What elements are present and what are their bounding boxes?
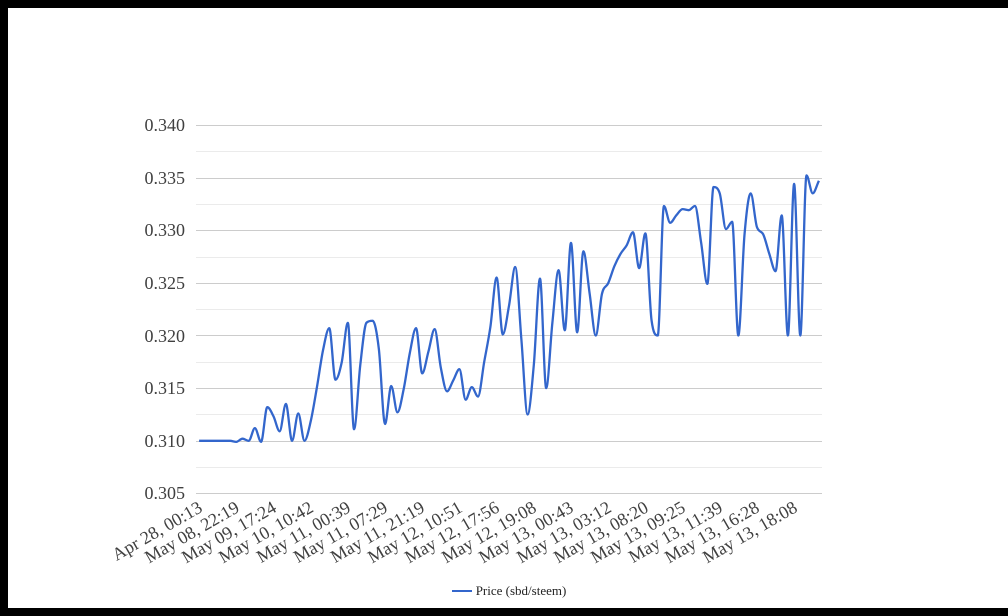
y-axis-label: 0.310: [144, 430, 186, 451]
y-axis-label: 0.305: [144, 483, 186, 504]
legend-line-swatch: [451, 589, 472, 592]
window-frame-left: [0, 0, 8, 616]
major-gridlines: [196, 125, 822, 494]
legend: Price (sbd/steem): [196, 583, 822, 598]
window-frame-top: [0, 0, 1008, 8]
price-series-line[interactable]: [199, 174, 820, 443]
y-axis-label: 0.330: [144, 220, 186, 241]
minor-gridlines: [196, 151, 822, 468]
y-axis-label: 0.315: [144, 378, 186, 399]
y-axis-label: 0.325: [144, 272, 186, 293]
legend-label: Price (sbd/steem): [475, 583, 567, 598]
y-axis-label: 0.335: [144, 167, 186, 188]
window-frame-bottom: [0, 608, 1008, 616]
y-axis-label: 0.320: [144, 325, 186, 346]
y-axis-label: 0.340: [144, 114, 186, 135]
